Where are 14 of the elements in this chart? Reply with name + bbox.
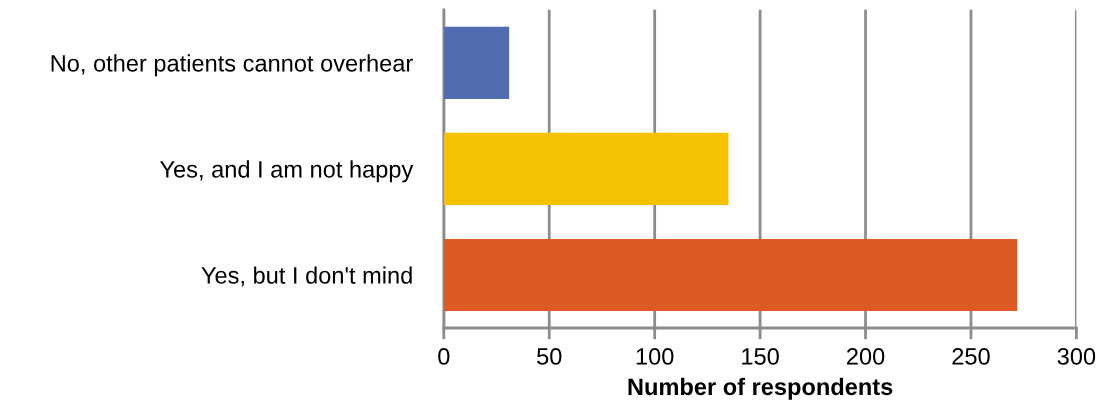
bar [443,132,729,205]
y-tick-label: No, other patients cannot overhear [51,54,413,77]
x-tick-label: 100 [636,348,674,365]
x-tick-label: 50 [537,348,562,365]
x-tick-label: 0 [438,348,450,365]
x-tick-label: 300 [1057,348,1096,365]
y-tick-label: Yes, and I am not happy [159,160,414,183]
x-tick-label: 250 [952,348,990,365]
x-tick-label: 150 [742,348,779,365]
bar [443,26,510,99]
y-tick-label: Yes, but I don't mind [201,266,412,287]
x-axis-title: Number of respondents [628,377,893,400]
x-tick-label: 200 [847,348,885,365]
bar [443,238,1018,312]
